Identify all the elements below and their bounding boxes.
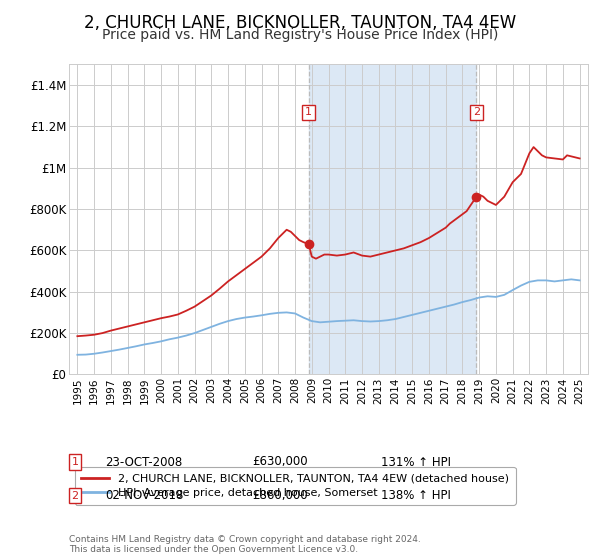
Legend: 2, CHURCH LANE, BICKNOLLER, TAUNTON, TA4 4EW (detached house), HPI: Average pric: 2, CHURCH LANE, BICKNOLLER, TAUNTON, TA4… [74,467,515,505]
Text: 2, CHURCH LANE, BICKNOLLER, TAUNTON, TA4 4EW: 2, CHURCH LANE, BICKNOLLER, TAUNTON, TA4… [84,14,516,32]
Text: 02-NOV-2018: 02-NOV-2018 [105,489,184,502]
Text: 1: 1 [305,108,312,118]
Text: £860,000: £860,000 [252,489,308,502]
Text: Price paid vs. HM Land Registry's House Price Index (HPI): Price paid vs. HM Land Registry's House … [102,28,498,42]
Bar [309,64,476,375]
Text: 138% ↑ HPI: 138% ↑ HPI [381,489,451,502]
Text: £630,000: £630,000 [252,455,308,469]
Text: Contains HM Land Registry data © Crown copyright and database right 2024.
This d: Contains HM Land Registry data © Crown c… [69,535,421,554]
Text: 1: 1 [71,457,79,467]
Text: 131% ↑ HPI: 131% ↑ HPI [381,455,451,469]
Text: 2: 2 [473,108,480,118]
Text: 2: 2 [71,491,79,501]
Text: 23-OCT-2008: 23-OCT-2008 [105,455,182,469]
